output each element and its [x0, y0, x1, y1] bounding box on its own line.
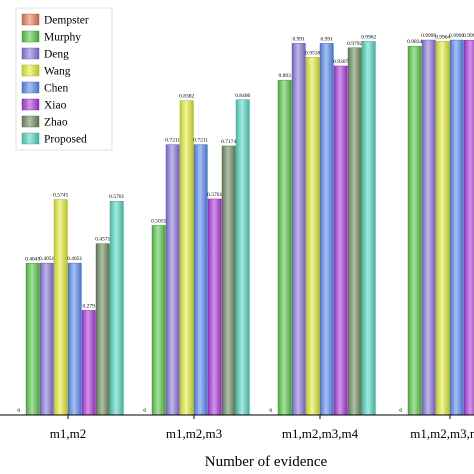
data-label-murphy-1: 0.4045: [25, 256, 40, 262]
data-label-xiao-1: 0.279: [83, 303, 96, 309]
legend-swatch-dempster: [21, 13, 40, 26]
bar-chen-2: [193, 144, 208, 416]
x-axis-title: Number of evidence: [205, 454, 328, 470]
bar-deng-2: [165, 144, 180, 416]
bar-proposed-1: [109, 201, 124, 416]
bar-zhao-1: [95, 243, 110, 416]
data-label-proposed-1: 0.5701: [109, 194, 124, 200]
bar-zhao-3: [347, 47, 362, 416]
bar-wang-1: [53, 199, 68, 416]
bar-xiao-4: [463, 39, 474, 416]
data-label-wang-2: 0.8382: [179, 94, 194, 100]
data-label-proposed-2: 0.8406: [235, 93, 250, 99]
data-label-murphy-3: 0.893: [279, 73, 292, 79]
data-label-dempster-4: 0: [399, 408, 402, 414]
legend-box: [15, 7, 113, 151]
data-label-dempster-2: 0: [143, 408, 146, 414]
data-label-murphy-4: 0.9834: [407, 39, 422, 45]
legend-swatch-zhao: [21, 115, 40, 128]
data-label-chen-4: 0.9999: [449, 33, 464, 39]
legend-swatch-xiao: [21, 98, 40, 111]
legend-label-wang: Wang: [44, 66, 71, 78]
bar-proposed-2: [235, 99, 250, 416]
bar-murphy-4: [407, 46, 422, 416]
data-label-murphy-2: 0.5055: [151, 218, 166, 224]
bar-xiao-2: [207, 198, 222, 416]
data-label-xiao-3: 0.9307: [333, 59, 348, 65]
data-label-chen-1: 0.4051: [67, 256, 82, 262]
bar-wang-3: [305, 57, 320, 416]
bar-murphy-1: [25, 263, 40, 416]
bar-xiao-3: [333, 65, 348, 416]
legend-swatch-chen: [21, 81, 40, 94]
legend: Dempster Murphy Deng Wang Chen Xiao Zhao Propos…: [15, 7, 113, 151]
legend-label-proposed: Proposed: [44, 134, 87, 146]
bars-layer: [25, 39, 474, 416]
legend-label-murphy: Murphy: [44, 32, 81, 44]
data-label-dempster-1: 0: [17, 408, 20, 414]
data-label-zhao-3: 0.9792: [347, 41, 362, 47]
data-label-xiao-2: 0.5761: [207, 192, 222, 198]
x-tick-label-4: m1,m2,m3,m...: [410, 426, 474, 441]
legend-label-dempster: Dempster: [44, 15, 89, 27]
bar-deng-4: [421, 39, 436, 416]
legend-label-zhao: Zhao: [44, 117, 68, 129]
legend-label-xiao: Xiao: [44, 100, 67, 112]
x-tick-label-3: m1,m2,m3,m4: [282, 426, 359, 441]
bar-wang-4: [435, 41, 450, 416]
legend-label-chen: Chen: [44, 83, 69, 95]
bar-wang-2: [179, 100, 194, 416]
bar-xiao-1: [81, 310, 96, 416]
x-ticks-layer: m1,m2 m1,m2,m3 m1,m2,m3,m4 m1,m2,m3,m...: [50, 415, 474, 441]
data-label-zhao-1: 0.4571: [95, 237, 110, 243]
data-label-wang-3: 0.9538: [305, 50, 320, 56]
data-label-xiao-4: 0.9996: [463, 33, 474, 39]
bar-deng-1: [39, 262, 54, 416]
legend-swatch-murphy: [21, 30, 40, 43]
data-label-deng-3: 0.991: [293, 36, 306, 42]
data-label-chen-3: 0.991: [321, 36, 334, 42]
data-label-proposed-3: 0.9962: [361, 34, 376, 40]
bar-chen-4: [449, 39, 464, 416]
bar-zhao-2: [221, 145, 236, 416]
bar-murphy-2: [151, 225, 166, 416]
legend-label-deng: Deng: [44, 49, 69, 61]
legend-swatch-wang: [21, 64, 40, 77]
data-label-dempster-3: 0: [269, 408, 272, 414]
data-label-zhao-2: 0.7174: [221, 139, 236, 145]
legend-swatch-deng: [21, 47, 40, 60]
data-labels-layer: 00.40450.40510.57450.40510.2790.45710.57…: [17, 33, 474, 414]
data-label-wang-4: 0.9964: [435, 34, 450, 40]
bar-deng-3: [291, 43, 306, 416]
data-label-deng-1: 0.4051: [39, 256, 54, 262]
bar-proposed-3: [361, 41, 376, 416]
data-label-deng-4: 0.9999: [421, 33, 436, 39]
legend-swatch-proposed: [21, 132, 40, 145]
bar-murphy-3: [277, 79, 292, 416]
data-label-wang-1: 0.5745: [53, 193, 68, 199]
data-label-deng-2: 0.7211: [165, 138, 180, 144]
x-tick-label-2: m1,m2,m3: [166, 426, 222, 441]
data-label-chen-2: 0.7211: [193, 138, 208, 144]
bar-chen-1: [67, 262, 82, 416]
x-tick-label-1: m1,m2: [50, 426, 86, 441]
bar-chen-3: [319, 43, 334, 416]
